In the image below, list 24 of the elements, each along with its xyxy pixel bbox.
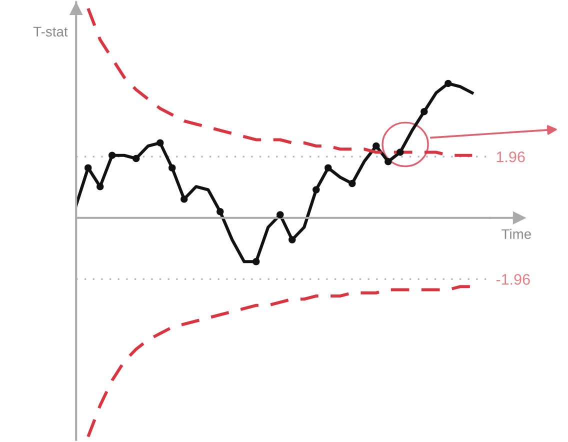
y-axis-title: T-stat [33, 26, 68, 37]
point [384, 158, 392, 166]
point [84, 164, 92, 172]
point [348, 180, 356, 188]
point [252, 258, 260, 266]
point [132, 154, 140, 162]
point [108, 152, 116, 160]
point [216, 208, 224, 216]
point [420, 108, 428, 116]
point [168, 164, 176, 172]
y-tick-label: -1.96 [496, 274, 530, 285]
point [372, 142, 380, 150]
point [396, 148, 404, 156]
point [312, 186, 320, 194]
point [276, 211, 284, 218]
point [324, 164, 332, 172]
point [180, 195, 188, 203]
x-axis-title: Time [502, 228, 531, 240]
point [156, 139, 164, 146]
y-tick-label: 1.96 [496, 151, 525, 162]
point [96, 182, 104, 190]
line-series [86, 6, 474, 157]
point [288, 236, 296, 244]
point [444, 80, 452, 88]
